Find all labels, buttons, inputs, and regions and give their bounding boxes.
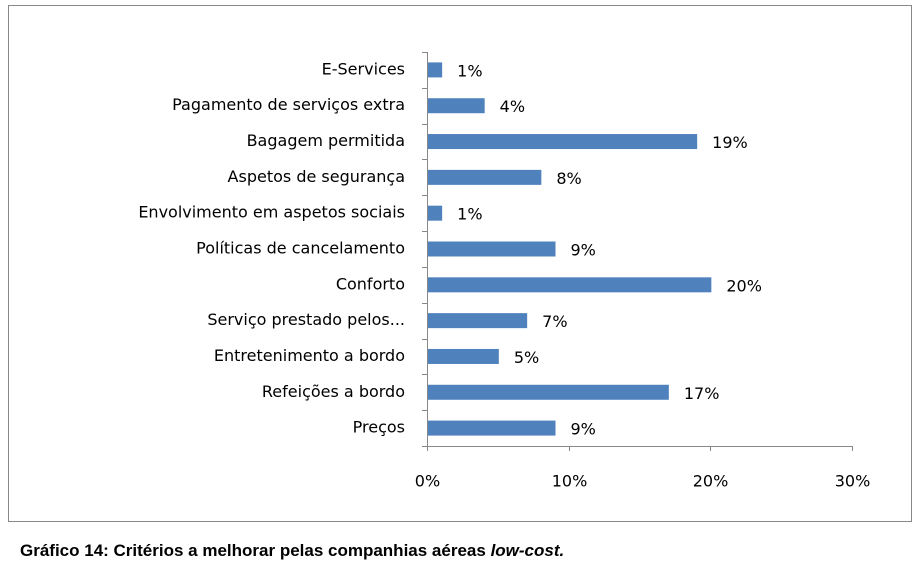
chart-frame (8, 5, 912, 522)
value-label: 9% (571, 241, 596, 260)
y-tick-label: Entretenimento a bordo (214, 346, 405, 365)
y-tick-label: Bagagem permitida (247, 131, 405, 150)
y-tick-label: Pagamento de serviços extra (172, 95, 405, 114)
value-label: 7% (542, 312, 567, 331)
x-tick-label: 20% (693, 472, 729, 491)
x-tick-label: 30% (835, 472, 871, 491)
bar (428, 277, 712, 293)
bar (428, 205, 443, 221)
value-label: 9% (571, 420, 596, 439)
y-tick-label: Envolvimento em aspetos sociais (138, 203, 405, 222)
bar (428, 62, 443, 78)
value-label: 5% (514, 348, 539, 367)
y-tick-label: Refeições a bordo (262, 382, 405, 401)
bar (428, 384, 669, 400)
bar (428, 313, 528, 329)
bar (428, 98, 485, 114)
caption: Gráfico 14: Critérios a melhorar pelas c… (20, 541, 564, 561)
value-label: 1% (457, 205, 482, 224)
y-tick-label: Preços (353, 418, 405, 437)
bar (428, 348, 499, 364)
y-tick-label: Conforto (336, 274, 405, 293)
x-tick-label: 10% (552, 472, 588, 491)
y-tick-label: Aspetos de segurança (228, 167, 405, 186)
bar (428, 169, 542, 185)
y-tick-label: Políticas de cancelamento (196, 239, 405, 258)
x-tick-label: 0% (415, 472, 440, 491)
value-label: 4% (500, 97, 525, 116)
caption-emphasis: low-cost. (490, 541, 565, 560)
value-label: 17% (684, 384, 720, 403)
bar (428, 241, 556, 257)
bar (428, 134, 698, 150)
value-label: 8% (556, 169, 581, 188)
caption-text: Gráfico 14: Critérios a melhorar pelas c… (20, 541, 486, 560)
value-label: 20% (726, 276, 762, 295)
value-label: 1% (457, 61, 482, 80)
y-tick-label: E-Services (322, 59, 405, 78)
chart: 0% 10% 20% 30% E-Services 1% Pagamento de serv… (8, 5, 912, 522)
bar (428, 420, 556, 436)
y-tick-label: Serviço prestado pelos... (207, 310, 405, 329)
value-label: 19% (712, 133, 748, 152)
